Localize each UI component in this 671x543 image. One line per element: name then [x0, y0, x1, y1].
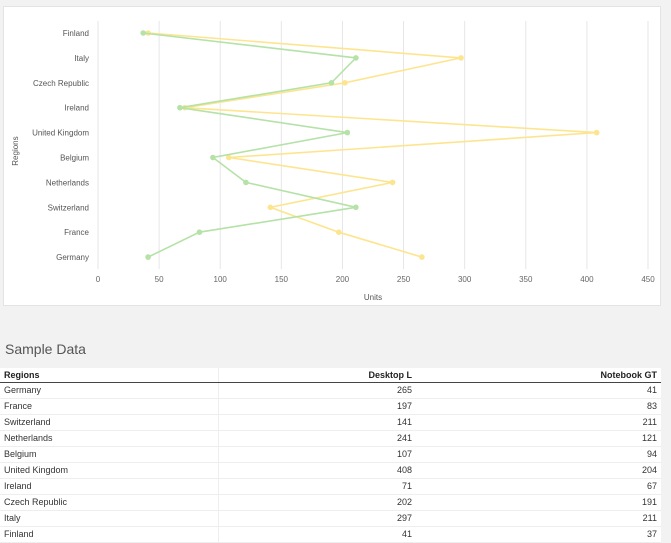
header-notebook-gt[interactable]: Notebook GT: [416, 368, 661, 383]
y-tick-label: Netherlands: [46, 178, 89, 187]
cell-desktop-l: 241: [218, 430, 417, 447]
table-header-row: Regions Desktop L Notebook GT: [0, 368, 661, 383]
data-point: [328, 80, 335, 86]
data-point: [353, 55, 359, 61]
cell-desktop-l: 265: [218, 382, 417, 399]
data-point: [389, 179, 396, 186]
cell-desktop-l: 297: [218, 510, 417, 527]
data-point: [458, 55, 464, 61]
chart-panel: 0 50 100 150 200 250 300 350 400 450 Germany France…: [3, 6, 661, 306]
x-tick-label: 50: [155, 275, 164, 284]
y-tick-label: Ireland: [65, 104, 89, 113]
data-point: [353, 204, 359, 211]
cell-notebook-gt: 204: [416, 462, 661, 479]
cell-notebook-gt: 67: [416, 478, 661, 495]
cell-region: Ireland: [0, 478, 219, 495]
cell-notebook-gt: 83: [416, 398, 661, 415]
y-tick-label: Germany: [56, 253, 89, 262]
y-tick-label: Belgium: [60, 154, 89, 163]
x-tick-label: 400: [580, 275, 594, 284]
cell-region: France: [0, 398, 219, 415]
cell-region: Czech Republic: [0, 494, 219, 511]
data-point: [342, 80, 348, 86]
header-desktop-l[interactable]: Desktop L: [218, 368, 417, 383]
x-tick-label: 300: [458, 275, 472, 284]
y-tick-label: France: [64, 228, 89, 237]
table-row: Ireland 71 67: [0, 478, 661, 495]
data-point: [267, 204, 274, 211]
x-tick-label: 200: [336, 275, 350, 284]
data-point: [335, 229, 342, 235]
y-tick-label: Switzerland: [48, 203, 89, 212]
cell-notebook-gt: 121: [416, 430, 661, 447]
cell-desktop-l: 197: [218, 398, 417, 415]
table-row: Germany 265 41: [0, 382, 661, 399]
table-row: Belgium 107 94: [0, 446, 661, 463]
cell-desktop-l: 408: [218, 462, 417, 479]
data-point: [140, 30, 147, 36]
x-axis-title: Units: [364, 293, 382, 302]
data-point: [225, 154, 232, 161]
series-line-1: [143, 32, 358, 258]
data-point: [177, 104, 183, 111]
cell-notebook-gt: 191: [416, 494, 661, 511]
data-point: [419, 254, 425, 260]
cell-region: Netherlands: [0, 430, 219, 447]
table-row: Switzerland 141 211: [0, 414, 661, 431]
data-point: [210, 154, 216, 161]
data-point: [593, 129, 600, 136]
cell-desktop-l: 141: [218, 414, 417, 431]
cell-desktop-l: 202: [218, 494, 417, 511]
cell-region: Belgium: [0, 446, 219, 463]
cell-region: Germany: [0, 382, 219, 399]
cell-desktop-l: 71: [218, 478, 417, 495]
table-row: United Kingdom 408 204: [0, 462, 661, 479]
table-row: Czech Republic 202 191: [0, 494, 661, 511]
section-title: Sample Data: [5, 341, 86, 357]
cell-notebook-gt: 211: [416, 414, 661, 431]
cell-region: United Kingdom: [0, 462, 219, 479]
cell-notebook-gt: 41: [416, 382, 661, 399]
x-tick-label: 450: [641, 275, 655, 284]
cell-region: Italy: [0, 510, 219, 527]
y-tick-label: Finland: [63, 29, 89, 38]
y-axis-title: Regions: [11, 136, 20, 165]
series-line-0: [148, 32, 597, 258]
header-regions[interactable]: Regions: [0, 368, 219, 383]
sample-data-table: Regions Desktop L Notebook GT Germany 265…: [0, 368, 661, 543]
data-point: [145, 254, 151, 260]
table-row: Netherlands 241 121: [0, 430, 661, 447]
data-point: [243, 179, 249, 186]
x-tick-label: 150: [275, 275, 289, 284]
cell-notebook-gt: 94: [416, 446, 661, 463]
cell-region: Switzerland: [0, 414, 219, 431]
line-chart: 0 50 100 150 200 250 300 350 400 450 Germany France…: [11, 21, 655, 302]
x-tick-label: 350: [519, 275, 533, 284]
cell-desktop-l: 107: [218, 446, 417, 463]
data-point: [196, 229, 203, 235]
y-tick-label: United Kingdom: [32, 129, 89, 138]
table-body: Germany 265 41 France 197 83 Switzerland 141 211…: [0, 382, 661, 543]
x-tick-label: 250: [397, 275, 411, 284]
y-tick-label: Czech Republic: [33, 79, 89, 88]
y-tick-label: Italy: [74, 54, 89, 63]
table-row: Italy 297 211: [0, 510, 661, 527]
x-tick-label: 100: [214, 275, 228, 284]
cell-notebook-gt: 211: [416, 510, 661, 527]
x-tick-label: 0: [96, 275, 101, 284]
data-point: [344, 129, 351, 136]
table-row: France 197 83: [0, 398, 661, 415]
